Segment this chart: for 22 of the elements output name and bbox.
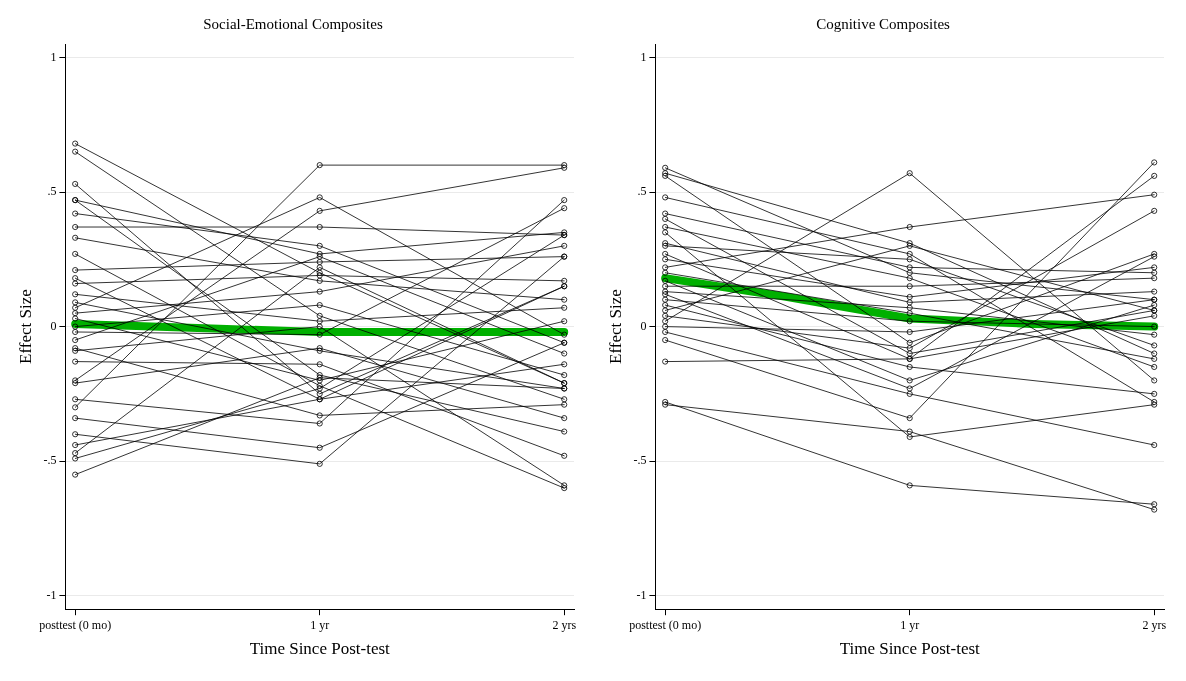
y-tick-label: .5	[47, 184, 57, 199]
x-axis-title: Time Since Post-test	[249, 639, 391, 659]
x-tick-label: 2 yrs	[1142, 617, 1167, 632]
y-tick-label: -.5	[43, 453, 57, 468]
chart-title: Cognitive Composites	[816, 15, 951, 32]
y-tick-label: 1	[50, 49, 57, 64]
x-tick-label: 1 yr	[900, 617, 920, 632]
y-tick-label: .5	[637, 184, 647, 199]
y-tick-label: 0	[640, 318, 647, 333]
y-tick-label: 0	[50, 318, 57, 333]
y-axis-title: Effect Size	[15, 289, 35, 364]
chart-title: Social-Emotional Composites	[203, 15, 383, 32]
x-tick-label: posttest (0 mo)	[39, 617, 112, 632]
y-tick-label: -1	[46, 587, 57, 602]
y-tick-label: -.5	[633, 453, 647, 468]
x-tick-label: posttest (0 mo)	[629, 617, 702, 632]
y-axis-title: Effect Size	[605, 289, 625, 364]
y-tick-label: 1	[640, 49, 647, 64]
x-axis-title: Time Since Post-test	[839, 639, 981, 659]
x-tick-label: 1 yr	[310, 617, 330, 632]
x-tick-label: 2 yrs	[552, 617, 577, 632]
y-tick-label: -1	[636, 587, 647, 602]
